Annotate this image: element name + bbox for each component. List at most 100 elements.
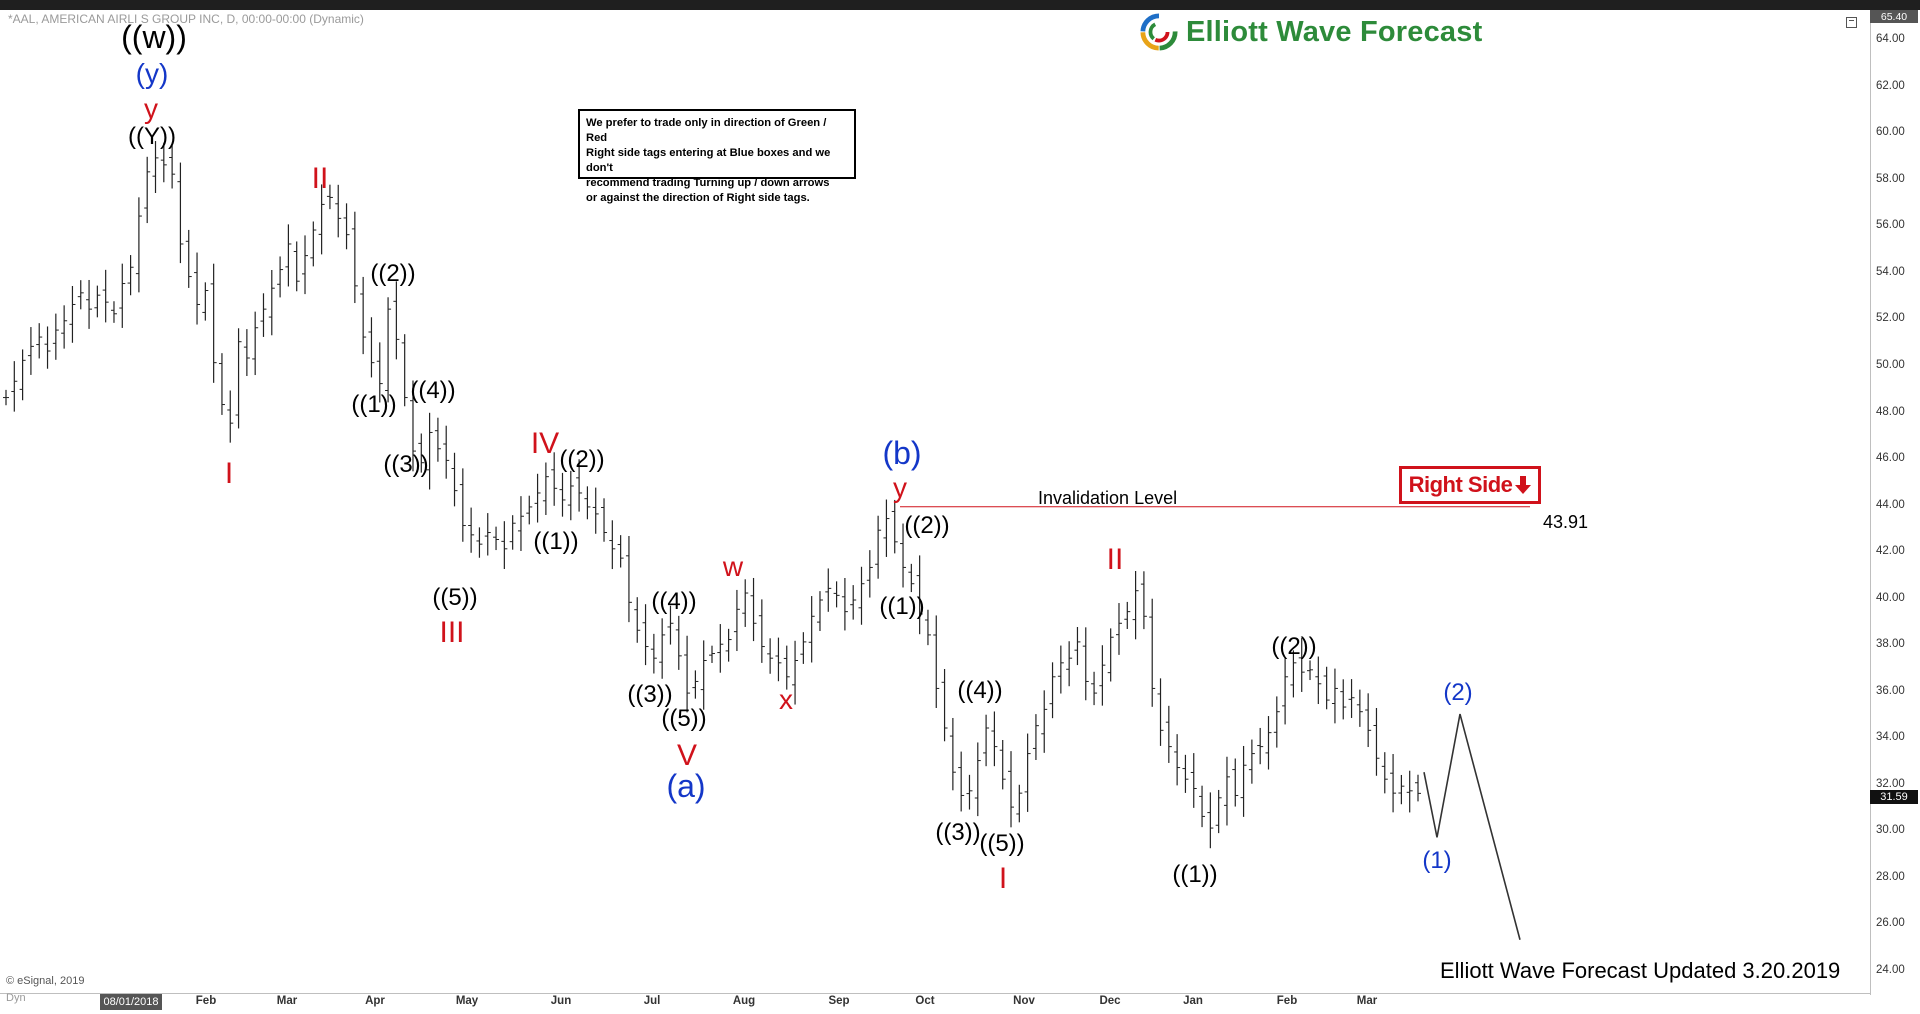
price-tick: 26.00 bbox=[1876, 917, 1905, 930]
ohlc-bar bbox=[252, 311, 259, 376]
ohlc-bar bbox=[991, 711, 998, 767]
ohlc-bar bbox=[1024, 733, 1031, 812]
ohlc-bar bbox=[285, 224, 292, 287]
month-tick: Feb bbox=[1276, 995, 1298, 1007]
ohlc-bar bbox=[1066, 641, 1073, 687]
wave-label: ((2)) bbox=[904, 511, 950, 539]
ohlc-bar bbox=[924, 609, 931, 646]
month-tick: Dec bbox=[1099, 995, 1121, 1007]
ohlc-bar bbox=[1290, 650, 1297, 698]
ohlc-bar bbox=[1273, 696, 1280, 748]
ohlc-bar bbox=[783, 645, 790, 690]
wave-label: ((1)) bbox=[351, 390, 397, 418]
ohlc-bar bbox=[376, 342, 383, 403]
ohlc-bar bbox=[816, 591, 823, 631]
ohlc-bar bbox=[883, 499, 890, 557]
ohlc-bar bbox=[293, 241, 300, 292]
ohlc-bar bbox=[999, 740, 1006, 790]
ohlc-bar bbox=[1124, 601, 1131, 629]
ohlc-bar bbox=[916, 555, 923, 635]
wave-label: (a) bbox=[666, 768, 706, 805]
ohlc-bar bbox=[1041, 690, 1048, 753]
ohlc-bar bbox=[733, 589, 740, 652]
ohlc-bar bbox=[1057, 645, 1064, 694]
ohlc-bar bbox=[434, 417, 441, 462]
ohlc-bar bbox=[3, 389, 9, 406]
ohlc-bar bbox=[1265, 716, 1272, 770]
ohlc-bar bbox=[833, 581, 840, 608]
ohlc-bar bbox=[1016, 784, 1023, 823]
ohlc-bar bbox=[1157, 678, 1164, 746]
wave-label: ((3)) bbox=[383, 451, 429, 479]
ohlc-bar bbox=[61, 305, 68, 349]
ohlc-bar bbox=[650, 633, 657, 674]
ohlc-bar bbox=[900, 523, 907, 588]
wave-label: ((1)) bbox=[533, 527, 579, 555]
ohlc-bar bbox=[559, 472, 566, 517]
price-tick: 60.00 bbox=[1876, 126, 1905, 139]
right-side-label: Right Side bbox=[1408, 472, 1513, 497]
wave-label: ((1)) bbox=[1172, 860, 1218, 888]
down-arrow-icon bbox=[1515, 476, 1532, 494]
ohlc-bar bbox=[77, 280, 84, 310]
price-tick: 32.00 bbox=[1876, 777, 1905, 790]
ohlc-bar bbox=[576, 459, 583, 512]
ohlc-bar bbox=[750, 577, 757, 642]
disclaimer-line: Right side tags entering at Blue boxes a… bbox=[586, 147, 831, 174]
ohlc-bar bbox=[484, 513, 491, 556]
ohlc-bar bbox=[717, 624, 724, 673]
ohlc-bar bbox=[767, 638, 774, 674]
month-tick: Aug bbox=[732, 995, 756, 1007]
month-tick: Jul bbox=[643, 995, 661, 1007]
ohlc-bar bbox=[875, 515, 882, 579]
ohlc-bar bbox=[841, 577, 848, 631]
ohlc-bar bbox=[692, 670, 699, 699]
time-axis[interactable] bbox=[0, 993, 1870, 1014]
brand-name: Elliott Wave Forecast bbox=[1186, 15, 1483, 48]
wave-label: ((3)) bbox=[627, 681, 673, 709]
window-top-bar bbox=[0, 0, 1920, 10]
price-tick: 44.00 bbox=[1876, 498, 1905, 511]
month-tick: Apr bbox=[365, 995, 385, 1007]
ohlc-bar bbox=[584, 486, 591, 520]
symbol-info: *AAL, AMERICAN AIRLI S GROUP INC, D, 00:… bbox=[8, 12, 364, 26]
update-note: Elliott Wave Forecast Updated 3.20.2019 bbox=[1440, 958, 1841, 983]
ohlc-bar bbox=[983, 714, 990, 767]
wave-label: y bbox=[893, 472, 907, 504]
ohlc-bar bbox=[160, 142, 167, 183]
ohlc-bar bbox=[949, 717, 956, 791]
ohlc-bar bbox=[1107, 628, 1114, 682]
price-tick: 30.00 bbox=[1876, 824, 1905, 837]
ohlc-bar bbox=[526, 495, 533, 525]
wave-label: ((w)) bbox=[121, 18, 187, 55]
ohlc-bar bbox=[667, 605, 674, 645]
restore-window-icon[interactable] bbox=[1846, 17, 1857, 28]
ohlc-bar bbox=[1365, 693, 1372, 748]
ohlc-bar bbox=[1032, 714, 1039, 760]
price-axis[interactable] bbox=[1870, 10, 1920, 995]
price-tick: 50.00 bbox=[1876, 358, 1905, 371]
ohlc-bar bbox=[69, 286, 76, 343]
ohlc-bar bbox=[625, 536, 632, 623]
ohlc-bar bbox=[1307, 660, 1314, 681]
ohlc-bar bbox=[360, 276, 367, 355]
month-tick: Nov bbox=[1013, 995, 1035, 1007]
ohlc-bar bbox=[218, 353, 225, 415]
ohlc-bar bbox=[36, 323, 43, 359]
trading-disclaimer: We prefer to trade only in direction of … bbox=[578, 109, 856, 204]
ohlc-bar bbox=[11, 361, 18, 412]
ohlc-bar bbox=[302, 235, 309, 295]
ohlc-bar bbox=[152, 141, 159, 193]
ohlc-bar bbox=[277, 256, 284, 298]
wave-label: II bbox=[1106, 543, 1124, 577]
ohlc-bar bbox=[326, 184, 333, 210]
ohlc-bar bbox=[243, 329, 250, 377]
ohlc-bar bbox=[1340, 679, 1347, 720]
ohlc-bar bbox=[169, 143, 176, 189]
wave-label: (1) bbox=[1422, 846, 1452, 874]
ohlc-bar bbox=[94, 285, 101, 318]
ohlc-bar bbox=[1149, 598, 1156, 707]
price-tick: 38.00 bbox=[1876, 638, 1905, 651]
price-tick: 46.00 bbox=[1876, 452, 1905, 465]
